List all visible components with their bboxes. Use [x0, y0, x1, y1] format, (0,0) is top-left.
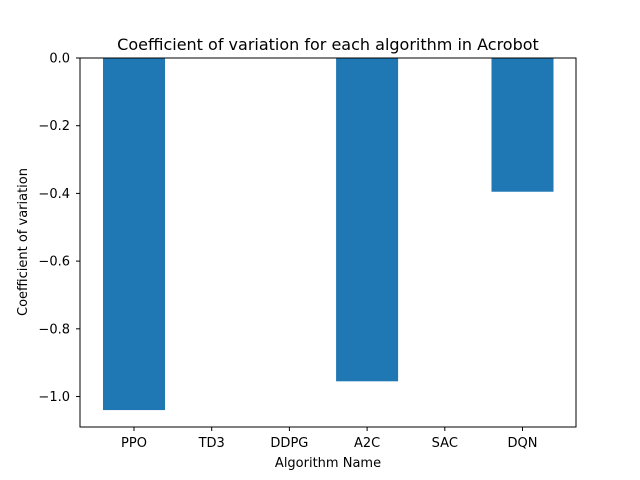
y-tick-label: −0.2 — [38, 119, 70, 134]
y-axis-ticks: 0.0 −0.2 −0.4 −0.6 −0.8 −1.0 — [38, 52, 80, 405]
bars-group — [103, 58, 554, 411]
x-tick-label: PPO — [121, 436, 147, 451]
chart-title: Coefficient of variation for each algori… — [117, 35, 539, 54]
bar-ppo — [103, 58, 165, 411]
x-tick-label: TD3 — [198, 436, 225, 451]
y-axis-label: Coefficient of variation — [16, 168, 31, 316]
x-tick-label: A2C — [354, 436, 380, 451]
y-tick-label: −1.0 — [38, 390, 70, 405]
y-tick-label: −0.6 — [38, 255, 70, 270]
x-axis-label: Algorithm Name — [275, 456, 381, 471]
bar-a2c — [336, 58, 399, 382]
y-tick-label: −0.8 — [38, 322, 70, 337]
bar-dqn — [491, 58, 554, 192]
plot-frame — [79, 57, 577, 428]
x-tick-label: DQN — [508, 436, 538, 451]
y-tick-label: 0.0 — [49, 52, 70, 67]
x-tick-label: DDPG — [270, 436, 308, 451]
y-tick-label: −0.4 — [38, 187, 70, 202]
x-tick-label: SAC — [432, 436, 458, 451]
x-axis-ticks: PPO TD3 DDPG A2C SAC DQN — [121, 427, 537, 451]
